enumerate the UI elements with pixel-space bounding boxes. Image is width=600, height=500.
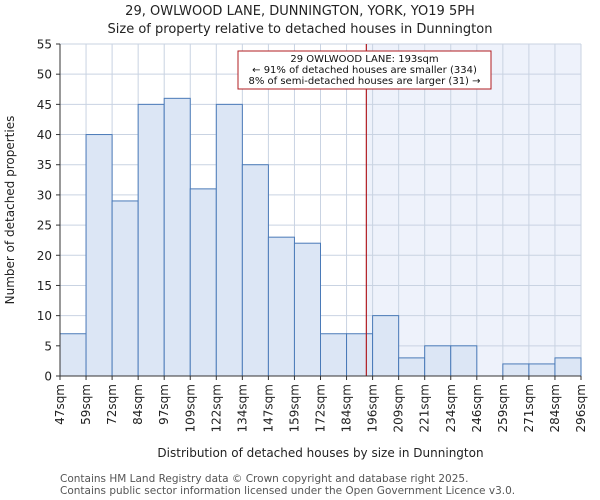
annotation-line-1: 29 OWLWOOD LANE: 193sqm — [290, 54, 438, 65]
x-tick-label: 59sqm — [79, 384, 93, 425]
annotation-line-2: ← 91% of detached houses are smaller (33… — [252, 65, 477, 76]
larger-properties-shade — [366, 44, 581, 376]
chart-title: 29, OWLWOOD LANE, DUNNINGTON, YORK, YO19… — [125, 4, 475, 19]
property-annotation: 29 OWLWOOD LANE: 193sqm ← 91% of detache… — [237, 50, 492, 90]
bar — [450, 345, 478, 377]
bar — [163, 97, 191, 377]
x-tick-label: 259sqm — [496, 384, 510, 432]
x-tick-label: 97sqm — [157, 384, 171, 425]
y-axis-label: Number of detached properties — [3, 116, 17, 305]
y-tick-label: 25 — [37, 219, 52, 233]
y-tick-label: 10 — [37, 309, 52, 323]
x-tick-label: 271sqm — [522, 384, 536, 432]
x-tick-label: 47sqm — [53, 384, 67, 425]
y-tick-label: 35 — [37, 158, 52, 172]
x-tick-label: 134sqm — [235, 384, 249, 432]
bar — [85, 134, 113, 377]
x-tick-labels: 47sqm 59sqm 72sqm 84sqm 97sqm 109sqm 122sqm 134… — [53, 376, 588, 432]
bars — [59, 97, 582, 377]
x-tick-label: 184sqm — [340, 384, 354, 432]
bar — [424, 345, 452, 377]
x-axis-label: Distribution of detached houses by size … — [157, 446, 483, 460]
y-tick-label: 50 — [37, 68, 52, 82]
bar — [111, 200, 139, 377]
footer-copyright: Contains HM Land Registry data © Crown c… — [60, 473, 469, 485]
bar — [398, 357, 426, 377]
chart-subtitle: Size of property relative to detached ho… — [107, 22, 493, 37]
x-tick-label: 84sqm — [131, 384, 145, 425]
x-tick-label: 72sqm — [105, 384, 119, 425]
bar — [346, 333, 374, 377]
annotation-line-3: 8% of semi-detached houses are larger (3… — [248, 76, 480, 87]
bar — [528, 363, 556, 377]
y-tick-label: 5 — [44, 339, 52, 353]
bar — [320, 333, 348, 377]
bar — [137, 103, 165, 377]
x-tick-label: 159sqm — [287, 384, 301, 432]
bar — [372, 315, 400, 377]
x-tick-label: 221sqm — [418, 384, 432, 432]
footer-licence: Contains public sector information licen… — [60, 485, 516, 497]
bar — [215, 103, 243, 377]
x-tick-label: 234sqm — [444, 384, 458, 432]
y-tick-label: 40 — [37, 128, 52, 142]
y-tick-label: 15 — [37, 279, 52, 293]
x-tick-label: 296sqm — [574, 384, 588, 432]
bar — [241, 164, 269, 377]
bar — [267, 236, 295, 377]
y-tick-label: 0 — [44, 370, 52, 384]
y-tick-labels: 0 5 10 15 20 25 30 35 40 45 50 55 — [37, 38, 60, 384]
bar — [293, 242, 322, 377]
y-tick-label: 45 — [37, 98, 52, 112]
y-tick-label: 20 — [37, 249, 52, 263]
x-tick-label: 196sqm — [366, 384, 380, 432]
x-tick-label: 109sqm — [183, 384, 197, 432]
x-tick-label: 172sqm — [314, 384, 328, 432]
x-tick-label: 122sqm — [209, 384, 223, 432]
bar — [554, 357, 582, 377]
x-tick-label: 209sqm — [392, 384, 406, 432]
annotation-box — [237, 50, 492, 90]
x-tick-label: 246sqm — [470, 384, 484, 432]
y-tick-label: 30 — [37, 188, 52, 202]
bar — [59, 333, 87, 377]
x-tick-label: 284sqm — [548, 384, 562, 432]
bar — [502, 363, 530, 377]
bar — [189, 188, 217, 377]
y-tick-label: 55 — [37, 38, 52, 52]
x-tick-label: 147sqm — [261, 384, 275, 432]
